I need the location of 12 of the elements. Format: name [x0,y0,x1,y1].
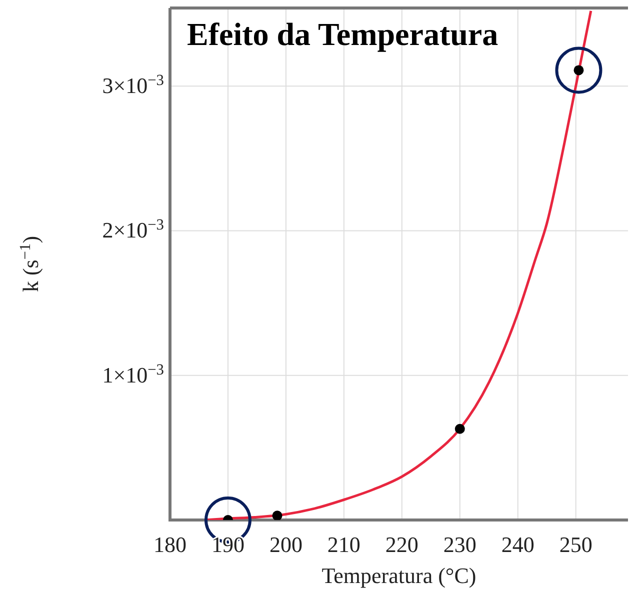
x-axis-title: Temperatura (°C) [322,563,476,588]
x-tick-label: 200 [269,532,302,557]
y-tick-label: 1×10$^{−3}$ [102,360,164,388]
y-tick-label: 2×10$^{−3}$ [102,216,164,243]
chart-title: Efeito da Temperatura [187,16,498,52]
x-tick-label: 180 [154,532,186,557]
x-tick-label: 230 [443,532,476,557]
x-tick-label: 220 [385,532,418,557]
y-tick-label: 3×10$^{−3}$ [102,72,164,98]
x-tick-label: 250 [559,532,592,557]
x-tick-label: 210 [327,532,360,557]
x-tick-label: 240 [501,532,534,557]
